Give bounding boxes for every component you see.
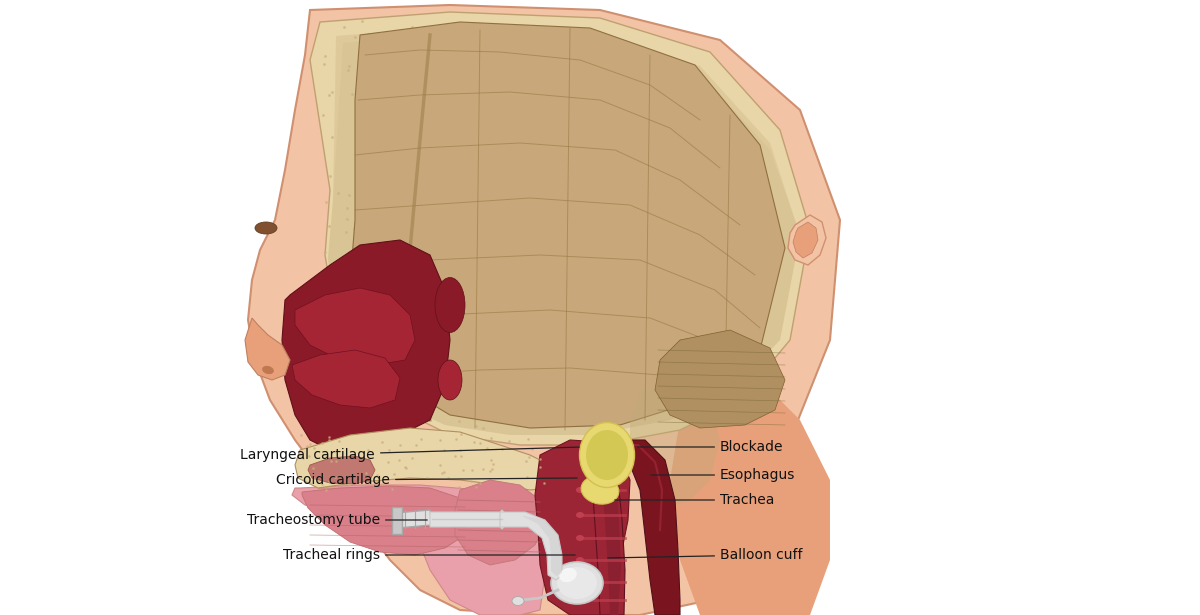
Text: Laryngeal cartilage: Laryngeal cartilage (240, 447, 580, 462)
Polygon shape (580, 443, 625, 615)
Ellipse shape (576, 535, 584, 541)
Polygon shape (310, 12, 810, 445)
Text: Blockade: Blockade (637, 440, 784, 454)
Polygon shape (793, 222, 818, 258)
Ellipse shape (557, 567, 596, 599)
Text: Trachea: Trachea (614, 493, 774, 507)
Polygon shape (670, 380, 830, 615)
Ellipse shape (576, 512, 584, 518)
Ellipse shape (559, 568, 577, 582)
Ellipse shape (576, 487, 584, 493)
Polygon shape (630, 385, 720, 510)
Text: Esophagus: Esophagus (650, 468, 796, 482)
Polygon shape (500, 512, 562, 580)
Polygon shape (392, 507, 402, 534)
Ellipse shape (434, 277, 464, 333)
Polygon shape (328, 33, 800, 435)
Polygon shape (350, 22, 785, 428)
Ellipse shape (576, 597, 584, 603)
Polygon shape (245, 318, 290, 380)
Polygon shape (282, 240, 450, 450)
Polygon shape (655, 330, 785, 428)
Text: Cricoid cartilage: Cricoid cartilage (276, 473, 577, 487)
Ellipse shape (438, 360, 462, 400)
Ellipse shape (551, 562, 602, 604)
Text: Tracheostomy tube: Tracheostomy tube (247, 513, 427, 527)
Ellipse shape (512, 597, 524, 606)
Polygon shape (535, 440, 630, 615)
Polygon shape (248, 5, 840, 615)
Polygon shape (503, 516, 562, 576)
Ellipse shape (256, 222, 277, 234)
Polygon shape (788, 215, 826, 265)
Polygon shape (455, 480, 545, 565)
Polygon shape (430, 510, 504, 529)
Ellipse shape (576, 557, 584, 563)
Polygon shape (308, 456, 374, 484)
Polygon shape (395, 510, 432, 528)
Polygon shape (592, 452, 622, 615)
Text: Tracheal rings: Tracheal rings (283, 548, 575, 562)
Polygon shape (292, 350, 400, 408)
Polygon shape (295, 288, 415, 365)
Ellipse shape (580, 423, 635, 488)
Polygon shape (292, 485, 548, 615)
Text: Balloon cuff: Balloon cuff (607, 548, 803, 562)
Ellipse shape (581, 476, 619, 504)
Polygon shape (295, 428, 554, 490)
Ellipse shape (586, 430, 628, 480)
Polygon shape (614, 440, 680, 615)
Polygon shape (302, 486, 475, 555)
Ellipse shape (262, 366, 274, 374)
Polygon shape (328, 26, 800, 435)
Ellipse shape (576, 579, 584, 585)
